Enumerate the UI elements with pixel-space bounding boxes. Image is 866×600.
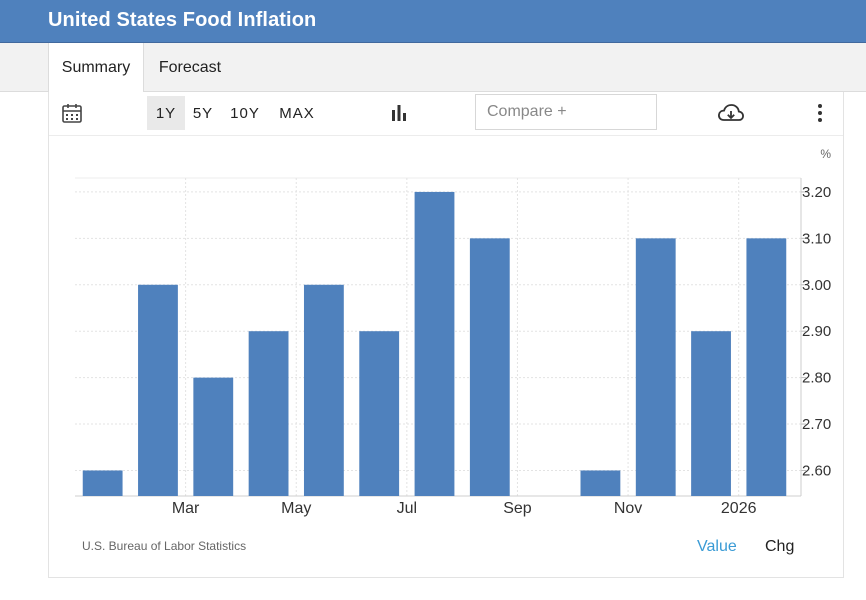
y-tick-label: 2.70 xyxy=(802,416,831,433)
x-tick-label: Mar xyxy=(172,500,200,517)
bar-feb-2025[interactable] xyxy=(138,284,178,496)
bar-oct-2025[interactable] xyxy=(580,470,621,496)
x-tick-label: Sep xyxy=(503,500,532,517)
bar-dec-2025[interactable] xyxy=(691,331,731,496)
y-tick-label: 2.80 xyxy=(802,370,831,387)
value-toggle[interactable]: Value xyxy=(697,538,737,555)
range-5y-button[interactable]: 5Y xyxy=(192,104,214,122)
y-tick-label: 3.10 xyxy=(802,230,831,247)
chart-panel: 1Y 5Y 10Y MAX Compare + % 2.60 2.70 2.80 2.9… xyxy=(48,92,844,578)
bar-jul-2025[interactable] xyxy=(414,191,455,496)
source-label: U.S. Bureau of Labor Statistics xyxy=(82,539,247,553)
bar-mar-2025[interactable] xyxy=(193,377,234,496)
range-10y-button[interactable]: 10Y xyxy=(230,104,260,122)
x-tick-label: Jul xyxy=(397,500,417,517)
compare-input[interactable]: Compare + xyxy=(475,94,657,130)
tab-summary[interactable]: Summary xyxy=(48,43,144,93)
y-tick-label: 2.90 xyxy=(802,323,831,340)
x-tick-label: 2026 xyxy=(721,500,757,517)
page-title: United States Food Inflation xyxy=(48,9,317,31)
bar-jun-2025[interactable] xyxy=(359,331,400,496)
tab-bar: Summary Forecast xyxy=(0,43,866,93)
cloud-download-icon[interactable] xyxy=(717,102,745,124)
bar-aug-2025[interactable] xyxy=(469,238,510,496)
bar-jan-2025[interactable] xyxy=(82,470,123,496)
bar-nov-2025[interactable] xyxy=(635,238,676,496)
tab-forecast[interactable]: Forecast xyxy=(158,58,222,76)
calendar-icon[interactable] xyxy=(61,102,83,124)
x-tick-label: Nov xyxy=(614,500,642,517)
more-options-icon[interactable] xyxy=(815,102,825,124)
chart-type-icon[interactable] xyxy=(390,104,408,122)
x-tick-label: May xyxy=(281,500,311,517)
range-max-button[interactable]: MAX xyxy=(279,104,315,122)
bar-chart: % 2.60 2.70 2.80 2.90 3.00 3.10 3.20 Mar May Jul Se… xyxy=(75,147,831,517)
chart-toolbar: 1Y 5Y 10Y MAX Compare + xyxy=(49,92,843,136)
y-tick-label: 3.20 xyxy=(802,184,831,201)
bar-apr-2025[interactable] xyxy=(248,331,289,496)
y-tick-label: 2.60 xyxy=(802,462,831,479)
y-unit-label: % xyxy=(820,147,831,161)
title-bar: United States Food Inflation xyxy=(0,0,866,43)
change-toggle[interactable]: Chg xyxy=(765,538,795,555)
y-tick-label: 3.00 xyxy=(802,277,831,294)
bar-jan-2026[interactable] xyxy=(746,238,787,496)
bar-may-2025[interactable] xyxy=(303,284,344,496)
range-1y-button[interactable]: 1Y xyxy=(147,96,185,130)
